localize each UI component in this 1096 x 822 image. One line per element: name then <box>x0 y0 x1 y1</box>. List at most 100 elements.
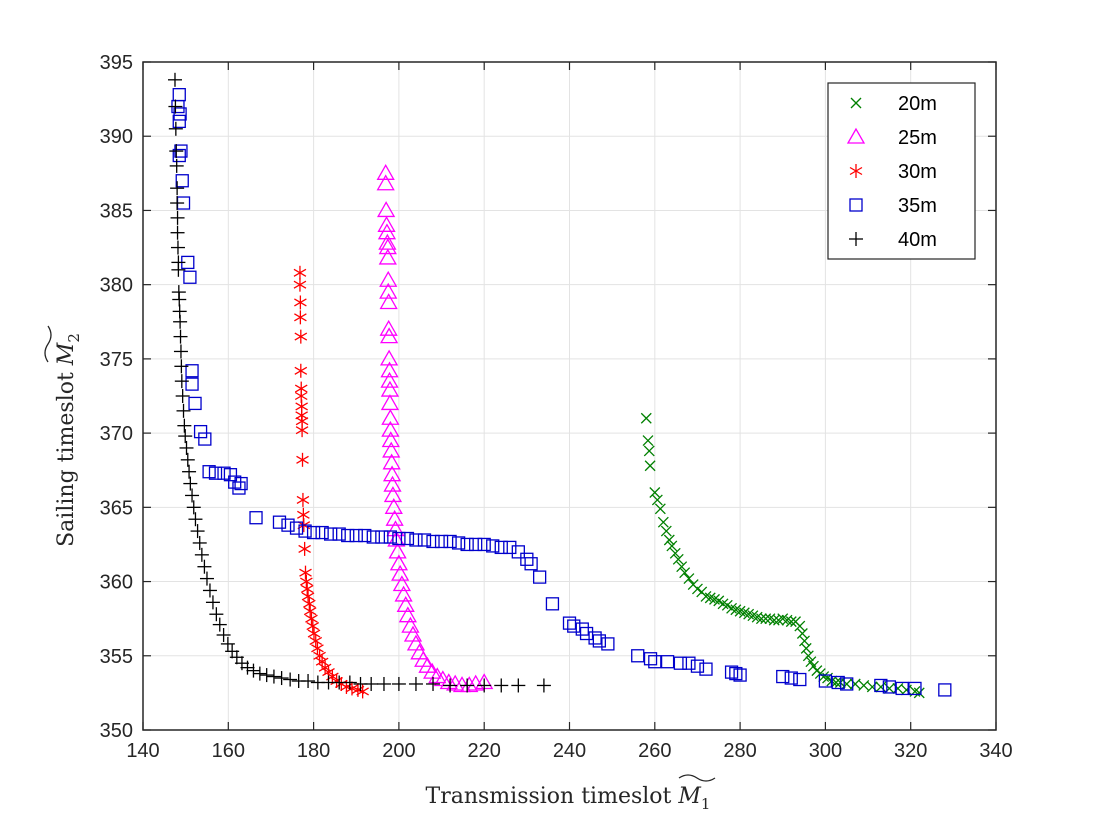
data-point <box>301 674 316 689</box>
series-40m <box>167 72 551 693</box>
data-point <box>666 540 678 552</box>
data-point <box>768 614 780 626</box>
data-point <box>382 441 401 458</box>
y-axis-title: Sailing timeslot M2 <box>54 333 83 547</box>
data-point <box>381 431 400 448</box>
x-tick-label: 260 <box>638 740 671 762</box>
legend-marker-40m <box>849 232 863 246</box>
data-point <box>377 215 396 232</box>
data-point <box>376 201 396 218</box>
legend-marker-25m <box>846 127 866 144</box>
data-point <box>895 681 909 696</box>
data-point <box>575 622 589 636</box>
data-point <box>796 628 808 639</box>
data-point <box>167 72 182 87</box>
data-point <box>672 553 684 565</box>
data-point <box>168 99 183 114</box>
x-tick-label: 200 <box>382 740 415 762</box>
axis-ticks: 140 160 180 200 220 240 260 280 300 320 340 350 355 3… <box>100 52 1013 762</box>
data-point <box>511 678 526 693</box>
data-point <box>391 676 406 691</box>
data-point <box>380 361 399 378</box>
data-point <box>882 680 897 694</box>
data-point <box>683 573 695 585</box>
data-point <box>307 626 321 641</box>
data-point <box>800 642 812 654</box>
data-point <box>460 537 474 552</box>
data-point <box>400 531 415 546</box>
data-point <box>193 424 208 439</box>
data-point <box>378 233 397 250</box>
data-point <box>303 596 316 611</box>
data-point <box>281 518 295 532</box>
x-tick-label: 280 <box>723 740 756 762</box>
data-point <box>180 452 195 467</box>
x-tick-label: 340 <box>979 740 1012 762</box>
data-point <box>841 678 853 690</box>
data-point <box>185 488 200 503</box>
data-point <box>208 466 223 480</box>
data-point <box>306 619 320 634</box>
data-point <box>183 270 197 284</box>
x-tick-label: 180 <box>297 740 330 762</box>
data-point <box>818 674 833 688</box>
data-point <box>802 650 814 662</box>
legend-box <box>827 82 976 260</box>
data-point <box>642 435 654 446</box>
data-point <box>220 636 235 651</box>
data-point <box>293 265 307 280</box>
data-point <box>381 420 400 437</box>
data-point <box>296 492 310 507</box>
data-point <box>409 533 423 547</box>
data-point <box>170 196 185 211</box>
data-point <box>171 262 186 277</box>
data-point <box>840 677 854 691</box>
data-point <box>649 487 661 498</box>
y-tick-label: 375 <box>100 349 133 371</box>
data-point <box>733 668 747 682</box>
data-point <box>567 619 581 633</box>
data-point <box>382 465 402 482</box>
y-tick-label: 355 <box>100 646 133 668</box>
data-point <box>252 666 267 681</box>
data-point <box>776 669 790 684</box>
data-point <box>682 656 696 670</box>
data-point <box>938 683 952 697</box>
data-point <box>673 656 688 670</box>
data-point <box>426 676 441 691</box>
data-point <box>494 678 509 693</box>
data-point <box>644 460 656 472</box>
data-point <box>660 525 672 537</box>
series-35m <box>171 88 952 697</box>
data-point <box>223 468 238 482</box>
data-point <box>794 620 806 632</box>
data-point <box>170 225 185 240</box>
legend-label: 40m <box>898 229 937 251</box>
data-point <box>366 530 380 544</box>
data-point <box>849 678 861 690</box>
data-point <box>301 589 315 604</box>
data-point <box>524 557 538 571</box>
data-point <box>190 524 205 539</box>
data-point <box>900 684 912 696</box>
data-point <box>486 539 500 553</box>
data-point <box>784 671 798 685</box>
x-axis-title: Transmission timeslot M1 <box>426 784 711 813</box>
data-point <box>679 567 691 579</box>
data-point <box>866 681 878 693</box>
data-point <box>188 512 203 527</box>
data-point <box>356 684 369 699</box>
data-point <box>172 88 186 102</box>
data-point <box>283 672 298 687</box>
data-point <box>410 643 429 660</box>
data-point <box>170 240 185 255</box>
data-point <box>188 396 202 411</box>
data-point <box>469 537 483 552</box>
data-point <box>172 148 186 163</box>
data-point <box>818 671 830 683</box>
data-point <box>315 525 329 540</box>
data-point <box>378 248 397 265</box>
data-point <box>364 676 379 691</box>
data-point <box>381 408 400 425</box>
series-20m <box>640 412 925 699</box>
